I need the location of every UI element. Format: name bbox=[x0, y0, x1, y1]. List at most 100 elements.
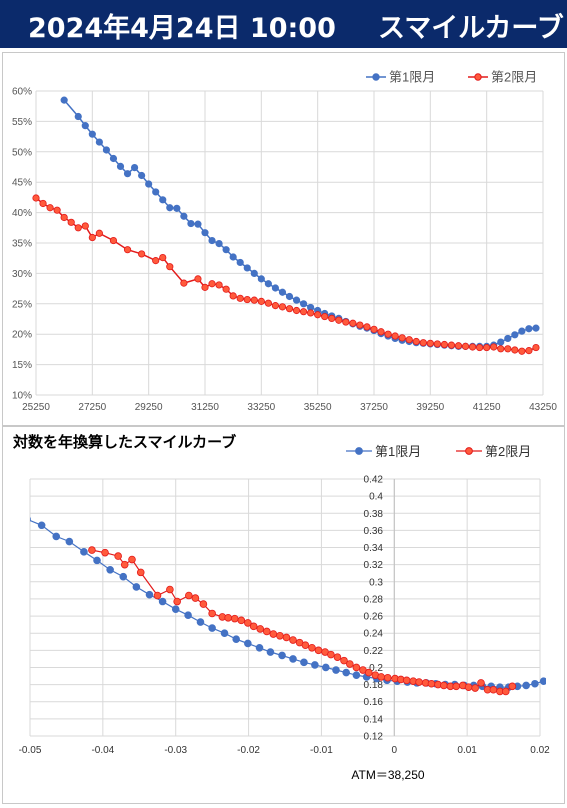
x-tick-label: -0.02 bbox=[237, 745, 260, 756]
data-point bbox=[184, 611, 192, 620]
data-point bbox=[419, 339, 427, 347]
data-point bbox=[314, 646, 323, 655]
y-tick-label: 35% bbox=[12, 239, 32, 250]
data-point bbox=[120, 560, 129, 569]
data-point bbox=[237, 616, 246, 625]
x-tick-label: 41250 bbox=[473, 402, 501, 413]
data-point bbox=[153, 591, 162, 600]
data-point bbox=[539, 677, 546, 685]
y-tick-label: 40% bbox=[12, 208, 32, 219]
data-point bbox=[244, 619, 252, 627]
data-point bbox=[74, 112, 82, 121]
data-point bbox=[271, 302, 280, 310]
data-point bbox=[525, 347, 533, 355]
log-annualized-chart: 0.12 0.14 0.16 0.18 0.2 0.22 0.24 0.26 0.28 0.3 0.… bbox=[19, 444, 551, 782]
y-tick-label: 0.26 bbox=[364, 612, 384, 623]
data-point bbox=[471, 684, 479, 692]
data-point bbox=[208, 609, 216, 618]
data-point bbox=[504, 334, 512, 343]
data-point bbox=[477, 679, 485, 687]
y-tick-label: 45% bbox=[12, 178, 32, 189]
data-point bbox=[180, 279, 188, 287]
data-point bbox=[483, 343, 491, 352]
data-point bbox=[285, 292, 294, 301]
data-point bbox=[171, 605, 180, 614]
data-point bbox=[208, 624, 216, 632]
data-point bbox=[257, 297, 265, 305]
data-point bbox=[452, 682, 461, 691]
data-point bbox=[109, 154, 118, 163]
data-point bbox=[145, 180, 153, 188]
data-point bbox=[412, 337, 420, 346]
data-point bbox=[194, 275, 202, 283]
data-point bbox=[511, 346, 519, 354]
data-point bbox=[489, 685, 498, 694]
data-point bbox=[166, 263, 174, 271]
data-point bbox=[476, 343, 484, 352]
y-tick-label: 0.28 bbox=[364, 594, 384, 605]
data-point bbox=[215, 281, 223, 289]
data-point bbox=[53, 206, 61, 214]
data-point bbox=[60, 213, 68, 222]
data-point bbox=[166, 204, 174, 212]
y-tick-label: 50% bbox=[12, 147, 32, 158]
plot-area bbox=[30, 516, 546, 696]
data-point bbox=[229, 253, 237, 261]
page-header: 2024年4月24日 10:00 スマイルカーブ bbox=[0, 0, 567, 48]
x-tick-label: 0 bbox=[392, 745, 398, 756]
data-point bbox=[342, 318, 350, 326]
y-tick-label: 25% bbox=[12, 299, 32, 310]
x-tick-label: -0.05 bbox=[19, 745, 42, 756]
data-point bbox=[236, 258, 244, 267]
data-point bbox=[447, 341, 456, 349]
x-tick-label: -0.01 bbox=[310, 745, 333, 756]
data-point bbox=[335, 316, 343, 324]
y-tick-label: 55% bbox=[12, 117, 32, 128]
y-tick-label: 0.14 bbox=[364, 714, 384, 725]
y-tick-label: 30% bbox=[12, 269, 32, 280]
data-point bbox=[402, 676, 411, 685]
data-point bbox=[333, 653, 342, 661]
data-point bbox=[532, 324, 540, 332]
x-tick-label: 0.02 bbox=[530, 745, 550, 756]
data-point bbox=[173, 204, 181, 212]
series-line-2 bbox=[35, 197, 537, 352]
data-point bbox=[364, 668, 373, 677]
data-point bbox=[508, 682, 517, 691]
data-point bbox=[461, 342, 470, 350]
data-point bbox=[46, 204, 54, 212]
data-point bbox=[130, 164, 139, 172]
log-annualized-panel: 対数を年換算したスマイルカーブ 0.12 0.14 0.16 0.18 0.2 0.22 0… bbox=[2, 426, 565, 804]
data-point bbox=[321, 312, 329, 321]
y-tick-label: 20% bbox=[12, 330, 32, 341]
data-point bbox=[185, 591, 193, 600]
data-point bbox=[289, 636, 297, 644]
series-line-2 bbox=[91, 549, 513, 693]
series-line-1 bbox=[63, 99, 537, 348]
data-point bbox=[518, 347, 526, 355]
data-point bbox=[116, 162, 125, 170]
y-tick-label: 0.4 bbox=[369, 492, 383, 503]
data-point bbox=[327, 650, 335, 659]
chart2-title: 対数を年換算したスマイルカーブ bbox=[13, 433, 237, 451]
data-point bbox=[208, 280, 216, 288]
data-point bbox=[152, 257, 160, 265]
data-point bbox=[119, 572, 128, 581]
data-point bbox=[384, 330, 392, 338]
data-point bbox=[332, 666, 340, 674]
x-tick-label: 25250 bbox=[22, 402, 50, 413]
legend-label: 第2限月 bbox=[491, 70, 537, 85]
data-point bbox=[230, 614, 239, 623]
data-point bbox=[145, 590, 154, 599]
data-point bbox=[342, 668, 351, 677]
x-tick-label: 31250 bbox=[191, 402, 219, 413]
data-point bbox=[356, 321, 364, 329]
data-point bbox=[250, 296, 258, 304]
data-point bbox=[180, 212, 188, 220]
data-point bbox=[158, 597, 167, 606]
x-tick-label: 43250 bbox=[529, 402, 557, 413]
data-point bbox=[276, 631, 284, 640]
data-point bbox=[269, 630, 278, 638]
smile-curve-chart: 10% 15% 20% 25% 30% 35% 40% 45% 50% 55% 60% 25250 27… bbox=[12, 70, 557, 414]
data-point bbox=[299, 308, 308, 316]
